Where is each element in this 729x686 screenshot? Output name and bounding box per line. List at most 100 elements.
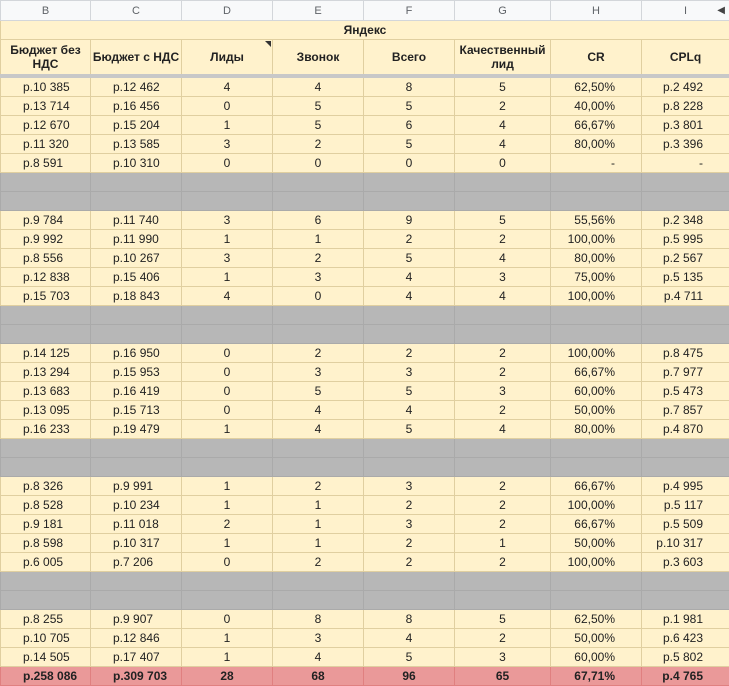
separator-cell[interactable] (454, 191, 551, 211)
cell-total[interactable]: 4 (363, 400, 455, 420)
separator-cell[interactable] (181, 172, 273, 192)
separator-cell[interactable] (641, 324, 729, 344)
separator-cell[interactable] (181, 305, 273, 325)
cell-leads[interactable]: 1 (181, 533, 273, 553)
separator-cell[interactable] (550, 457, 642, 477)
cell-budget-no-vat[interactable]: р.16 233 (0, 419, 91, 439)
separator-cell[interactable] (272, 590, 364, 610)
cell-leads[interactable]: 0 (181, 153, 273, 173)
separator-cell[interactable] (181, 571, 273, 591)
cell-budget-no-vat[interactable]: р.8 556 (0, 248, 91, 268)
cell-budget-vat[interactable]: р.9 907 (90, 609, 182, 629)
cell-total[interactable]: 5 (363, 134, 455, 154)
cell-total[interactable]: 3 (363, 362, 455, 382)
cell-budget-vat[interactable]: р.18 843 (90, 286, 182, 306)
separator-cell[interactable] (0, 571, 91, 591)
cell-calls[interactable]: 4 (272, 419, 364, 439)
cell-quality-leads[interactable]: 2 (454, 552, 551, 572)
separator-cell[interactable] (550, 438, 642, 458)
separator-cell[interactable] (90, 305, 182, 325)
separator-cell[interactable] (181, 438, 273, 458)
cell-total[interactable]: 5 (363, 647, 455, 667)
cell-cr[interactable]: 50,00% (550, 533, 642, 553)
total-budget-vat[interactable]: р.309 703 (90, 666, 182, 686)
cell-calls[interactable]: 1 (272, 533, 364, 553)
cell-cplq[interactable]: р.5 473 (641, 381, 729, 401)
cell-leads[interactable]: 4 (181, 75, 273, 97)
cell-budget-vat[interactable]: р.15 406 (90, 267, 182, 287)
cell-calls[interactable]: 4 (272, 75, 364, 97)
cell-cplq[interactable]: р.5 509 (641, 514, 729, 534)
separator-cell[interactable] (0, 438, 91, 458)
cell-cr[interactable]: 62,50% (550, 609, 642, 629)
cell-quality-leads[interactable]: 3 (454, 267, 551, 287)
separator-cell[interactable] (0, 590, 91, 610)
cell-leads[interactable]: 1 (181, 495, 273, 515)
cell-quality-leads[interactable]: 2 (454, 96, 551, 116)
cell-budget-no-vat[interactable]: р.8 598 (0, 533, 91, 553)
column-letter-c[interactable]: C (90, 0, 182, 21)
cell-cplq[interactable]: р.6 423 (641, 628, 729, 648)
cell-budget-no-vat[interactable]: р.12 670 (0, 115, 91, 135)
cell-budget-no-vat[interactable]: р.12 838 (0, 267, 91, 287)
cell-total[interactable]: 4 (363, 286, 455, 306)
cell-leads[interactable]: 1 (181, 476, 273, 496)
cell-total[interactable]: 3 (363, 514, 455, 534)
separator-cell[interactable] (90, 590, 182, 610)
cell-cr[interactable]: 60,00% (550, 647, 642, 667)
cell-budget-no-vat[interactable]: р.13 683 (0, 381, 91, 401)
cell-cr[interactable]: 100,00% (550, 343, 642, 363)
column-letter-b[interactable]: B (0, 0, 91, 21)
cell-leads[interactable]: 1 (181, 267, 273, 287)
cell-total[interactable]: 3 (363, 476, 455, 496)
cell-cplq[interactable]: р.5 135 (641, 267, 729, 287)
separator-cell[interactable] (90, 571, 182, 591)
cell-calls[interactable]: 6 (272, 210, 364, 230)
cell-cplq[interactable]: - (641, 153, 729, 173)
cell-cplq[interactable]: р.1 981 (641, 609, 729, 629)
separator-cell[interactable] (363, 457, 455, 477)
cell-cr[interactable]: 66,67% (550, 115, 642, 135)
cell-quality-leads[interactable]: 3 (454, 381, 551, 401)
cell-budget-no-vat[interactable]: р.13 095 (0, 400, 91, 420)
cell-budget-vat[interactable]: р.12 462 (90, 75, 182, 97)
column-letter-f[interactable]: F (363, 0, 455, 21)
column-letter-e[interactable]: E (272, 0, 364, 21)
cell-leads[interactable]: 0 (181, 400, 273, 420)
separator-cell[interactable] (454, 590, 551, 610)
cell-leads[interactable]: 4 (181, 286, 273, 306)
cell-budget-vat[interactable]: р.12 846 (90, 628, 182, 648)
header-calls[interactable]: Звонок (272, 39, 364, 78)
cell-cr[interactable]: 40,00% (550, 96, 642, 116)
separator-cell[interactable] (363, 191, 455, 211)
total-cplq[interactable]: р.4 765 (641, 666, 729, 686)
cell-cplq[interactable]: р.8 475 (641, 343, 729, 363)
separator-cell[interactable] (550, 191, 642, 211)
separator-cell[interactable] (181, 191, 273, 211)
column-letter-g[interactable]: G (454, 0, 551, 21)
cell-total[interactable]: 2 (363, 495, 455, 515)
cell-budget-no-vat[interactable]: р.11 320 (0, 134, 91, 154)
cell-calls[interactable]: 2 (272, 134, 364, 154)
cell-budget-vat[interactable]: р.11 740 (90, 210, 182, 230)
cell-budget-vat[interactable]: р.15 204 (90, 115, 182, 135)
cell-quality-leads[interactable]: 5 (454, 210, 551, 230)
cell-cr[interactable]: 50,00% (550, 400, 642, 420)
separator-cell[interactable] (454, 457, 551, 477)
cell-quality-leads[interactable]: 1 (454, 533, 551, 553)
cell-cr[interactable]: 80,00% (550, 134, 642, 154)
cell-budget-vat[interactable]: р.16 419 (90, 381, 182, 401)
cell-budget-no-vat[interactable]: р.8 528 (0, 495, 91, 515)
separator-cell[interactable] (550, 305, 642, 325)
cell-cr[interactable]: 55,56% (550, 210, 642, 230)
cell-leads[interactable]: 2 (181, 514, 273, 534)
cell-leads[interactable]: 3 (181, 248, 273, 268)
cell-total[interactable]: 6 (363, 115, 455, 135)
cell-total[interactable]: 5 (363, 381, 455, 401)
header-leads[interactable]: Лиды (181, 39, 273, 78)
cell-cplq[interactable]: р.10 317 (641, 533, 729, 553)
separator-cell[interactable] (363, 590, 455, 610)
separator-cell[interactable] (181, 457, 273, 477)
separator-cell[interactable] (550, 172, 642, 192)
cell-budget-no-vat[interactable]: р.10 705 (0, 628, 91, 648)
